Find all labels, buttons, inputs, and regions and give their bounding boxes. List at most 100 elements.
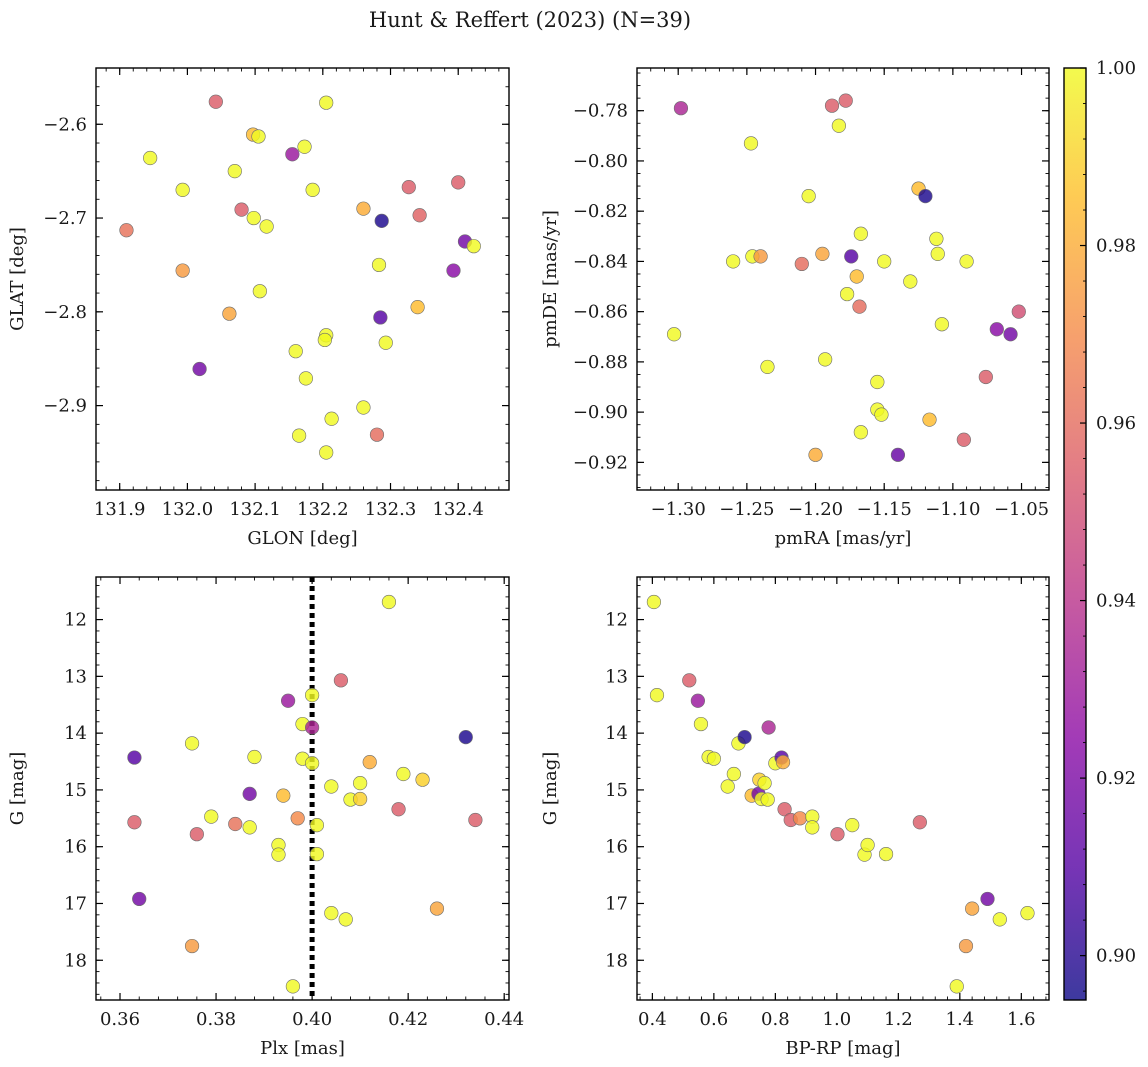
scatter-point	[808, 447, 823, 462]
scatter-point	[838, 93, 853, 108]
y-tick-label: 12	[64, 610, 87, 631]
scatter-point	[259, 219, 274, 234]
scatter-point	[252, 284, 267, 299]
scatter-point	[877, 254, 892, 269]
x-tick-label: 132.3	[365, 499, 417, 520]
scatter-point	[794, 256, 809, 272]
scatter-point	[852, 299, 867, 314]
scatter-point	[980, 891, 995, 907]
scatter-point	[305, 720, 320, 735]
scatter-point	[956, 432, 971, 447]
axes-frame	[636, 576, 1050, 1001]
scatter-point	[777, 802, 792, 817]
y-tick-label: −0.78	[573, 101, 628, 122]
scatter-point	[792, 811, 808, 826]
scatter-point	[468, 812, 483, 828]
x-tick-label: 132.2	[297, 499, 349, 520]
scatter-point	[356, 201, 371, 216]
y-tick-label: −0.88	[573, 352, 628, 373]
y-tick-label: 16	[605, 837, 628, 858]
scatter-point	[918, 189, 933, 204]
scatter-point	[958, 938, 974, 954]
scatter-point	[1003, 327, 1018, 342]
y-tick-label: 13	[605, 666, 628, 687]
scatter-point	[929, 231, 944, 246]
scatter-point	[775, 754, 791, 770]
scatter-point	[451, 175, 466, 190]
scatter-point	[743, 136, 759, 151]
x-tick-label: 0.40	[292, 1009, 332, 1030]
scatter-point	[338, 912, 353, 927]
y-tick-label: −0.80	[573, 151, 628, 172]
scatter-point	[860, 837, 875, 853]
scatter-point	[706, 751, 721, 766]
scatter-point	[305, 756, 320, 771]
scatter-point	[965, 901, 980, 916]
scatter-point	[353, 791, 368, 807]
scatter-point	[184, 938, 200, 954]
scatter-point	[242, 820, 257, 835]
scatter-point	[824, 98, 840, 113]
scatter-point	[815, 246, 830, 261]
scatter-point	[127, 815, 142, 830]
scatter-point	[989, 322, 1004, 337]
scatter-point	[285, 979, 300, 994]
scatter-point	[298, 371, 313, 386]
figure-title: Hunt & Reffert (2023) (N=39)	[369, 8, 691, 32]
scatter-point	[373, 310, 388, 325]
scatter-point	[726, 254, 741, 269]
colorbar-tick-label: 0.96	[1096, 413, 1136, 434]
scatter-point	[761, 720, 776, 735]
scatter-point	[391, 802, 406, 817]
x-tick-label: 132.1	[229, 499, 281, 520]
scatter-point	[849, 269, 864, 284]
x-tick-label: −1.25	[719, 499, 774, 520]
x-tick-label: 0.8	[761, 1009, 790, 1030]
scatter-point	[760, 359, 775, 375]
scatter-point	[305, 687, 320, 703]
y-tick-label: −0.90	[573, 402, 628, 423]
scatter-point	[930, 246, 945, 261]
x-tick-label: 132.0	[162, 499, 214, 520]
y-tick-label: −2.8	[43, 302, 87, 323]
y-axis-label: G [mag]	[540, 752, 561, 825]
scatter-point	[208, 94, 223, 109]
scatter-point	[874, 407, 889, 422]
scatter-point	[396, 766, 411, 782]
x-axis-label: Plx [mas]	[260, 1038, 345, 1059]
axes-frame	[95, 67, 510, 491]
scatter-point	[646, 594, 662, 610]
scatter-point	[251, 129, 266, 144]
y-axis-label: GLAT [deg]	[7, 227, 28, 331]
scatter-point	[903, 274, 918, 289]
axes-frame	[95, 576, 510, 1001]
y-tick-label: 15	[64, 780, 87, 801]
scatter-point	[309, 846, 325, 862]
scatter-point	[288, 344, 303, 359]
scatter-point	[912, 815, 927, 830]
scatter-point	[844, 249, 859, 264]
y-tick-label: −0.82	[573, 201, 628, 222]
y-tick-label: 14	[605, 723, 628, 744]
scatter-point	[381, 594, 397, 610]
scatter-point	[466, 239, 481, 254]
x-tick-label: 0.6	[700, 1009, 729, 1030]
scatter-point	[845, 818, 860, 833]
scatter-point	[870, 374, 885, 390]
scatter-point	[356, 400, 371, 415]
scatter-point	[353, 776, 368, 791]
scatter-point	[830, 827, 845, 842]
x-tick-label: 0.38	[196, 1009, 236, 1030]
colorbar-frame	[1063, 67, 1087, 1001]
scatter-point	[319, 445, 334, 460]
scatter-point	[805, 820, 820, 835]
scatter-point	[818, 352, 833, 367]
scatter-point	[992, 912, 1007, 927]
colorbar-tick-label: 0.94	[1096, 591, 1136, 612]
y-tick-label: 16	[64, 837, 87, 858]
scatter-point	[175, 263, 190, 278]
scatter-point	[831, 118, 846, 133]
scatter-point	[374, 213, 389, 228]
scatter-point	[959, 254, 974, 269]
